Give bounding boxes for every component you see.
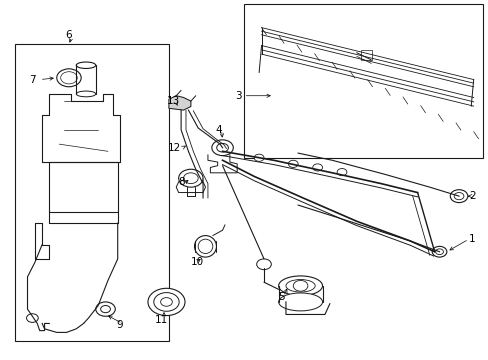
Text: 10: 10 [190,257,203,267]
Circle shape [154,293,179,311]
Polygon shape [168,96,190,110]
Circle shape [61,72,77,84]
Bar [360,50,371,60]
Circle shape [178,169,203,187]
Ellipse shape [285,279,315,292]
Text: 3: 3 [235,91,242,101]
Text: 9: 9 [117,320,123,330]
Text: 7: 7 [29,75,36,85]
Circle shape [96,302,115,316]
Circle shape [288,160,298,167]
Text: 5: 5 [278,292,285,302]
Text: 4: 4 [215,125,222,135]
Circle shape [211,140,233,156]
Text: 13: 13 [167,96,180,106]
Ellipse shape [278,276,322,296]
Circle shape [312,164,322,171]
Circle shape [26,314,38,322]
Ellipse shape [278,293,322,311]
Circle shape [293,280,307,291]
Ellipse shape [194,235,216,257]
Bar [15,44,168,341]
Circle shape [160,298,172,306]
Bar [244,4,483,158]
Ellipse shape [198,239,212,253]
Text: 8: 8 [178,177,184,187]
Circle shape [435,249,443,255]
Circle shape [57,69,81,87]
Circle shape [148,288,184,316]
Circle shape [453,193,463,200]
Text: 12: 12 [167,143,181,153]
Circle shape [256,259,271,270]
Text: 6: 6 [65,30,72,40]
Circle shape [449,190,467,203]
Circle shape [336,168,346,176]
Circle shape [431,246,446,257]
Circle shape [216,143,228,152]
Circle shape [183,173,198,184]
Circle shape [254,154,264,161]
Text: 2: 2 [468,191,474,201]
Circle shape [101,306,110,313]
Text: 1: 1 [468,234,474,244]
Text: 11: 11 [155,315,168,325]
